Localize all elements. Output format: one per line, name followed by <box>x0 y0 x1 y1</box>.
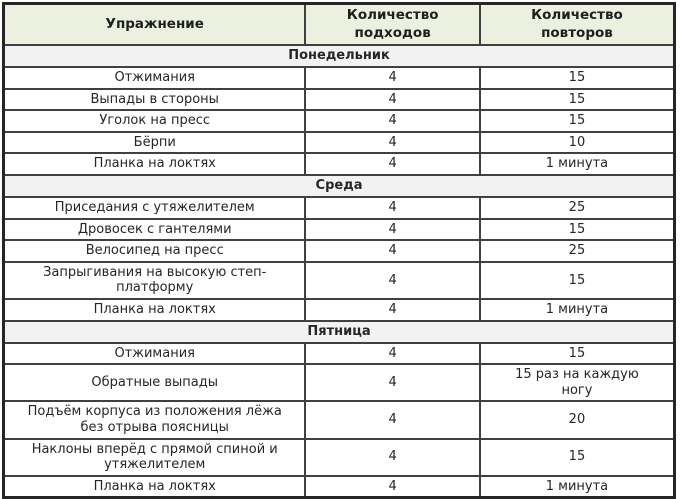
exercise-row: Выпады в стороны 4 15 <box>2 87 676 112</box>
day-section-row: Среда <box>2 174 676 199</box>
reps-cell: 1 минута <box>478 152 676 177</box>
reps-cell: 1 минута <box>478 298 676 322</box>
exercise-cell: Планка на локтях <box>2 474 307 499</box>
column-header-sets: Количество подходов <box>304 2 481 47</box>
day-label: Понедельник <box>2 44 676 69</box>
sets-cell: 4 <box>304 298 481 322</box>
day-label: Среда <box>2 174 676 199</box>
column-header-reps: Количество повторов <box>478 2 676 47</box>
workout-table-body: Понедельник Отжимания 4 15 Выпады в стороны 4… <box>2 44 676 499</box>
exercise-row: Обратные выпады 4 15 раз на каждую ногу <box>2 363 676 403</box>
exercise-cell: Велосипед на пресс <box>2 239 307 263</box>
sets-cell: 4 <box>304 260 481 301</box>
reps-cell: 15 <box>478 109 676 133</box>
exercise-cell: Уголок на пресс <box>2 109 307 133</box>
exercise-row: Отжимания 4 15 <box>2 66 676 90</box>
day-section-row: Понедельник <box>2 44 676 69</box>
exercise-row: Планка на локтях 4 1 минута <box>2 474 676 499</box>
reps-cell: 15 раз на каждую ногу <box>478 363 676 403</box>
exercise-cell: Запрыгивания на высокую степ- платформу <box>2 260 307 301</box>
exercise-row: Планка на локтях 4 1 минута <box>2 298 676 322</box>
exercise-cell: Бёрпи <box>2 130 307 155</box>
day-section-row: Пятница <box>2 319 676 344</box>
sets-cell: 4 <box>304 474 481 499</box>
sets-cell: 4 <box>304 152 481 177</box>
reps-cell: 15 <box>478 66 676 90</box>
sets-cell: 4 <box>304 363 481 403</box>
exercise-cell: Наклоны вперёд с прямой спиной и утяжели… <box>2 437 307 477</box>
reps-cell: 25 <box>478 196 676 220</box>
exercise-row: Дровосек с гантелями 4 15 <box>2 217 676 242</box>
exercise-row: Запрыгивания на высокую степ- платформу 4… <box>2 260 676 301</box>
sets-cell: 4 <box>304 437 481 477</box>
exercise-cell: Планка на локтях <box>2 152 307 177</box>
exercise-cell: Отжимания <box>2 341 307 366</box>
exercise-row: Уголок на пресс 4 15 <box>2 109 676 133</box>
column-header-exercise: Упражнение <box>2 2 307 47</box>
reps-cell: 15 <box>478 260 676 301</box>
reps-cell: 10 <box>478 130 676 155</box>
sets-cell: 4 <box>304 196 481 220</box>
exercise-cell: Планка на локтях <box>2 298 307 322</box>
exercise-cell: Подъём корпуса из положения лёжа без отр… <box>2 400 307 440</box>
exercise-row: Приседания с утяжелителем 4 25 <box>2 196 676 220</box>
sets-cell: 4 <box>304 109 481 133</box>
sets-cell: 4 <box>304 400 481 440</box>
day-label: Пятница <box>2 319 676 344</box>
exercise-row: Планка на локтях 4 1 минута <box>2 152 676 177</box>
exercise-cell: Приседания с утяжелителем <box>2 196 307 220</box>
reps-cell: 1 минута <box>478 474 676 499</box>
sets-cell: 4 <box>304 87 481 112</box>
exercise-row: Велосипед на пресс 4 25 <box>2 239 676 263</box>
reps-cell: 25 <box>478 239 676 263</box>
sets-cell: 4 <box>304 217 481 242</box>
reps-cell: 15 <box>478 341 676 366</box>
sets-cell: 4 <box>304 239 481 263</box>
exercise-row: Бёрпи 4 10 <box>2 130 676 155</box>
sets-cell: 4 <box>304 130 481 155</box>
exercise-row: Отжимания 4 15 <box>2 341 676 366</box>
reps-cell: 15 <box>478 87 676 112</box>
exercise-cell: Дровосек с гантелями <box>2 217 307 242</box>
exercise-row: Подъём корпуса из положения лёжа без отр… <box>2 400 676 440</box>
sets-cell: 4 <box>304 341 481 366</box>
exercise-cell: Отжимания <box>2 66 307 90</box>
reps-cell: 20 <box>478 400 676 440</box>
sets-cell: 4 <box>304 66 481 90</box>
reps-cell: 15 <box>478 437 676 477</box>
reps-cell: 15 <box>478 217 676 242</box>
exercise-cell: Обратные выпады <box>2 363 307 403</box>
exercise-row: Наклоны вперёд с прямой спиной и утяжели… <box>2 437 676 477</box>
exercise-cell: Выпады в стороны <box>2 87 307 112</box>
table-header-row: Упражнение Количество подходов Количеств… <box>2 2 676 47</box>
